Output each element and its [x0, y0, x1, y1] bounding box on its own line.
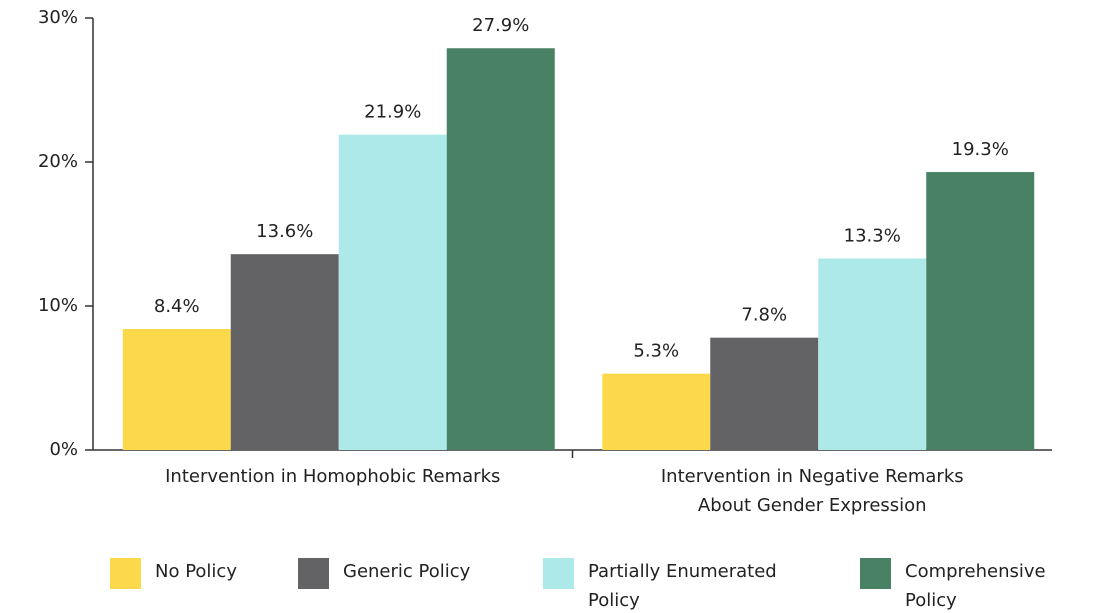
legend-label: Comprehensive Policy: [905, 561, 1046, 611]
legend-label: Generic Policy: [343, 561, 471, 582]
legend-swatch: [298, 558, 329, 589]
value-label: 27.9%: [472, 15, 529, 36]
legend-label: No Policy: [155, 561, 237, 582]
bar: [926, 172, 1035, 450]
bar: [818, 258, 927, 450]
bar: [338, 134, 447, 450]
x-tick-label: Intervention in Negative Remarks About Ge…: [661, 466, 964, 516]
value-label: 7.8%: [741, 305, 787, 326]
legend-swatch: [110, 558, 141, 589]
bar: [122, 329, 231, 450]
bar: [230, 254, 339, 450]
legend-label: Partially Enumerated Policy: [588, 561, 777, 611]
bar: [602, 373, 711, 450]
legend-swatch: [543, 558, 574, 589]
value-label: 5.3%: [633, 341, 679, 362]
y-tick-label: 30%: [38, 7, 78, 28]
bar: [710, 337, 819, 450]
value-label: 13.6%: [256, 221, 313, 242]
value-label: 21.9%: [364, 102, 421, 123]
y-tick-label: 0%: [49, 439, 78, 460]
value-label: 8.4%: [154, 296, 200, 317]
bar: [446, 48, 555, 451]
y-tick-label: 20%: [38, 151, 78, 172]
value-label: 19.3%: [952, 139, 1009, 160]
value-label: 13.3%: [844, 225, 901, 246]
x-tick-label: Intervention in Homophobic Remarks: [165, 466, 500, 487]
legend-swatch: [860, 558, 891, 589]
y-tick-label: 10%: [38, 295, 78, 316]
